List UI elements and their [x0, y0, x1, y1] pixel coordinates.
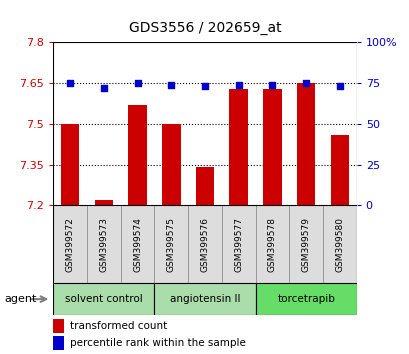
- Bar: [289, 205, 322, 283]
- Point: [235, 82, 241, 88]
- Text: solvent control: solvent control: [65, 294, 142, 304]
- Point: [100, 85, 107, 91]
- Text: GDS3556 / 202659_at: GDS3556 / 202659_at: [128, 21, 281, 35]
- Point: [302, 80, 309, 86]
- Bar: [229, 88, 247, 205]
- Bar: [53, 283, 154, 315]
- Bar: [154, 205, 188, 283]
- Bar: [255, 205, 289, 283]
- Text: transformed count: transformed count: [70, 321, 167, 331]
- Text: GSM399574: GSM399574: [133, 217, 142, 272]
- Text: GSM399579: GSM399579: [301, 217, 310, 272]
- Text: angiotensin II: angiotensin II: [169, 294, 240, 304]
- Text: GSM399576: GSM399576: [200, 217, 209, 272]
- Bar: [53, 336, 64, 350]
- Bar: [195, 167, 214, 205]
- Bar: [330, 135, 348, 205]
- Bar: [94, 200, 113, 205]
- Point: [201, 84, 208, 89]
- Text: agent: agent: [4, 294, 36, 304]
- Point: [67, 80, 73, 86]
- Bar: [263, 88, 281, 205]
- Text: GSM399573: GSM399573: [99, 217, 108, 272]
- Bar: [255, 283, 356, 315]
- Bar: [61, 124, 79, 205]
- Bar: [53, 205, 87, 283]
- Bar: [162, 124, 180, 205]
- Text: GSM399575: GSM399575: [166, 217, 175, 272]
- Bar: [154, 283, 255, 315]
- Bar: [120, 205, 154, 283]
- Text: GSM399578: GSM399578: [267, 217, 276, 272]
- Text: percentile rank within the sample: percentile rank within the sample: [70, 338, 245, 348]
- Point: [134, 80, 141, 86]
- Text: GSM399577: GSM399577: [234, 217, 243, 272]
- Bar: [296, 83, 315, 205]
- Bar: [188, 205, 221, 283]
- Point: [168, 82, 174, 88]
- Point: [336, 84, 342, 89]
- Text: GSM399572: GSM399572: [65, 217, 74, 272]
- Point: [268, 82, 275, 88]
- Bar: [53, 319, 64, 333]
- Bar: [128, 105, 146, 205]
- Text: torcetrapib: torcetrapib: [276, 294, 334, 304]
- Bar: [221, 205, 255, 283]
- Bar: [87, 205, 120, 283]
- Bar: [322, 205, 356, 283]
- Text: GSM399580: GSM399580: [335, 217, 344, 272]
